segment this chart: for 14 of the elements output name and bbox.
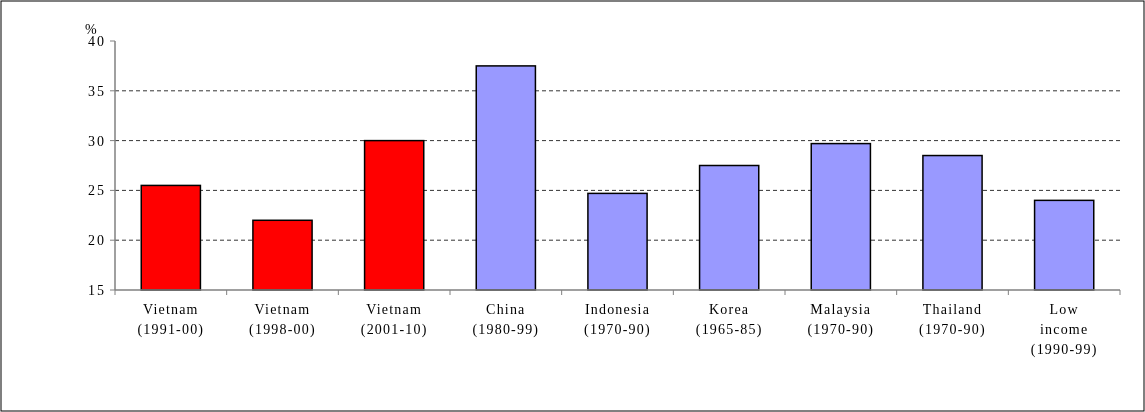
x-tick-label: Malaysia (1970-90) — [807, 302, 875, 338]
x-tick-label: Vietnam (1991-00) — [137, 302, 205, 338]
y-tick-label: 20 — [88, 233, 106, 249]
x-tick-label: Korea (1965-85) — [695, 302, 763, 338]
x-tick-label: Thailand (1970-90) — [919, 302, 986, 338]
x-tick-label: China (1980-99) — [472, 302, 540, 338]
y-tick-label: 25 — [88, 183, 106, 199]
y-tick-label: 35 — [88, 83, 106, 99]
x-tick-label: Vietnam (1998-00) — [249, 302, 316, 338]
y-tick-label: 30 — [88, 133, 106, 149]
y-tick-label: 15 — [88, 282, 106, 298]
x-tick-label: Indonesia (1970-90) — [584, 302, 651, 338]
x-tick-label: Low income (1990-99) — [1030, 302, 1098, 358]
x-tick-label: Vietnam (2001-10) — [360, 302, 428, 338]
